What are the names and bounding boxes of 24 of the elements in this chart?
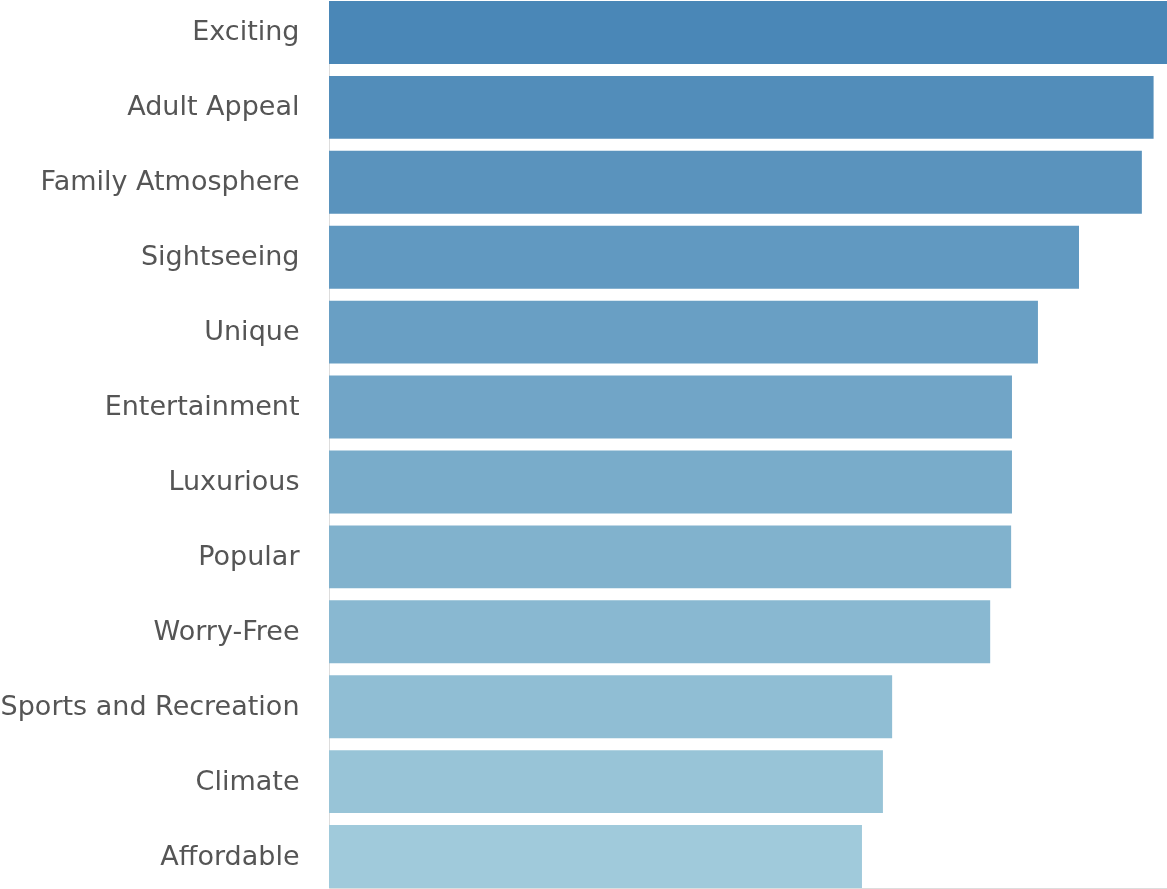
bar — [329, 150, 1142, 214]
bar — [329, 450, 1012, 514]
y-tick-label: Family Atmosphere — [40, 165, 300, 197]
y-tick-label: Sports and Recreation — [0, 689, 300, 721]
bar — [329, 750, 883, 814]
y-tick-label: Sightseeing — [140, 240, 300, 272]
bar — [329, 375, 1012, 439]
bar — [329, 525, 1012, 589]
y-tick-label: Climate — [195, 764, 300, 796]
y-tick-label: Unique — [204, 315, 300, 347]
y-tick-label: Popular — [198, 539, 301, 571]
y-tick-label: Worry-Free — [153, 614, 300, 646]
bar — [329, 75, 1154, 139]
bar — [329, 825, 862, 888]
bar — [329, 1, 1167, 64]
bar — [329, 600, 991, 664]
y-tick-label: Affordable — [160, 839, 300, 871]
y-tick-label: Exciting — [192, 15, 300, 47]
bar — [329, 225, 1080, 289]
bar — [329, 675, 893, 739]
y-tick-label: Entertainment — [104, 390, 300, 422]
y-tick-label: Adult Appeal — [127, 90, 300, 122]
bar — [329, 300, 1038, 364]
y-tick-label: Luxurious — [168, 464, 300, 496]
